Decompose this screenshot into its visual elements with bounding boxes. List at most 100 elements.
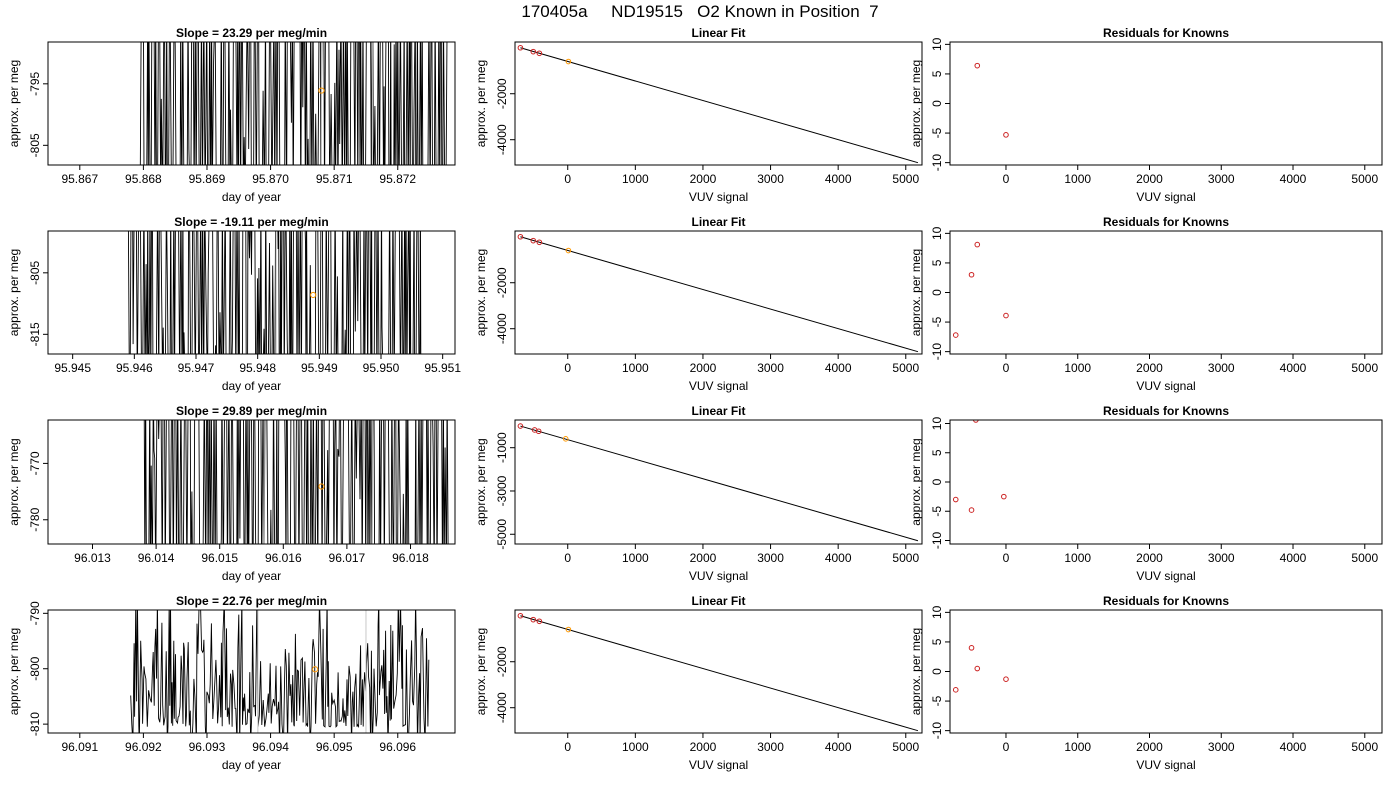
- x-tick-label: 2000: [1136, 740, 1163, 754]
- y-tick-label: -10: [930, 343, 944, 361]
- sample-point: [562, 436, 569, 442]
- x-tick-label: 96.018: [392, 551, 429, 565]
- plot-frame: [514, 230, 923, 355]
- x-tick-label: 0: [1003, 740, 1010, 754]
- y-axis-label: approx. per meg: [909, 438, 923, 525]
- x-tick-label: 2000: [690, 740, 717, 754]
- x-tick-label: 0: [564, 551, 571, 565]
- x-tick-label: 95.948: [239, 361, 276, 375]
- known-point: [536, 239, 543, 246]
- x-axis-label: VUV signal: [1136, 379, 1195, 393]
- y-tick-label: -780: [28, 507, 42, 531]
- x-tick-label: 96.014: [138, 551, 175, 565]
- fit-line: [520, 236, 919, 353]
- sample-point: [565, 58, 572, 65]
- y-tick-label: 10: [930, 417, 944, 431]
- y-tick-label: -4000: [495, 313, 509, 344]
- x-tick-label: 95.946: [116, 361, 153, 375]
- y-tick-label: 0: [930, 100, 944, 107]
- y-axis-label: approx. per meg: [474, 628, 488, 715]
- x-tick-label: 3000: [1208, 172, 1235, 186]
- y-tick-label: 5: [930, 259, 944, 266]
- plot-frame: [514, 609, 923, 734]
- x-tick-label: 0: [1003, 551, 1010, 565]
- x-axis-label: VUV signal: [689, 190, 748, 204]
- panel-title: Slope = -19.11 per meg/min: [174, 215, 328, 229]
- fit-line: [520, 47, 919, 164]
- y-tick-label: -2000: [495, 267, 509, 298]
- plot-frame: [949, 609, 1383, 734]
- residual-point: [968, 645, 975, 651]
- y-tick-label: 5: [930, 70, 944, 77]
- fit-line: [520, 425, 919, 542]
- plot-area: [952, 241, 1009, 338]
- x-axis-label: day of year: [222, 569, 281, 583]
- x-tick-label: 95.951: [424, 361, 461, 375]
- x-tick-label: 5000: [892, 551, 919, 565]
- x-axis-label: day of year: [222, 379, 281, 393]
- x-tick-label: 3000: [1208, 361, 1235, 375]
- sample-point: [311, 666, 319, 673]
- x-axis-label: day of year: [222, 190, 281, 204]
- plot-frame: [47, 230, 456, 355]
- x-tick-label: 3000: [1208, 551, 1235, 565]
- known-point: [517, 233, 524, 240]
- x-tick-label: 95.949: [301, 361, 338, 375]
- panel-time-series-row-2: Slope = -19.11 per meg/min day of year app…: [7, 215, 461, 393]
- y-tick-label: -10: [930, 531, 944, 549]
- y-tick-label: -805: [28, 133, 42, 157]
- plot-frame: [47, 41, 456, 166]
- x-tick-label: 4000: [1280, 740, 1307, 754]
- y-tick-label: -770: [28, 451, 42, 475]
- plot-frame: [514, 419, 923, 545]
- y-tick-label: -810: [28, 712, 42, 736]
- panel-title: Linear Fit: [691, 215, 745, 229]
- residual-point: [952, 332, 959, 338]
- x-tick-label: 0: [1003, 172, 1010, 186]
- known-point: [536, 618, 543, 625]
- x-axis-label: VUV signal: [689, 758, 748, 772]
- x-tick-label: 1000: [622, 740, 649, 754]
- y-tick-label: -790: [28, 601, 42, 625]
- panel-title: Linear Fit: [691, 404, 745, 418]
- x-tick-label: 96.017: [329, 551, 366, 565]
- x-tick-label: 96.093: [189, 740, 226, 754]
- known-point: [536, 50, 543, 57]
- y-tick-label: 10: [930, 37, 944, 51]
- x-tick-label: 0: [564, 740, 571, 754]
- plot-frame: [949, 41, 1383, 166]
- x-tick-label: 5000: [1351, 361, 1378, 375]
- panel-residuals-row-2: Residuals for Knowns VUV signal approx. pe…: [909, 215, 1383, 393]
- residual-point: [1003, 676, 1009, 682]
- x-tick-label: 1000: [622, 361, 649, 375]
- x-tick-label: 95.871: [316, 172, 353, 186]
- x-tick-label: 96.096: [379, 740, 416, 754]
- x-tick-label: 4000: [1280, 361, 1307, 375]
- x-tick-label: 0: [1003, 361, 1010, 375]
- y-axis-label: approx. per meg: [474, 249, 488, 336]
- y-tick-label: -5: [930, 127, 944, 138]
- y-axis-label: approx. per meg: [909, 628, 923, 715]
- residual-point: [968, 507, 975, 513]
- plot-area: [127, 231, 422, 354]
- y-tick-label: -10: [930, 154, 944, 172]
- plot-area: [143, 420, 449, 544]
- x-tick-label: 96.013: [74, 551, 111, 565]
- plot-area: [139, 42, 448, 165]
- plot-frame: [949, 230, 1383, 355]
- plot-area: [517, 233, 919, 353]
- x-tick-label: 2000: [1136, 551, 1163, 565]
- y-tick-label: 0: [930, 289, 944, 296]
- known-point: [535, 428, 542, 435]
- x-tick-label: 96.092: [125, 740, 162, 754]
- y-tick-label: 5: [930, 638, 944, 645]
- x-tick-label: 4000: [825, 361, 852, 375]
- y-tick-label: -5: [930, 506, 944, 517]
- x-tick-label: 96.015: [201, 551, 238, 565]
- x-tick-label: 1000: [622, 172, 649, 186]
- x-axis-label: VUV signal: [1136, 758, 1195, 772]
- plot-area: [517, 612, 919, 732]
- x-tick-label: 2000: [690, 551, 717, 565]
- sample-point: [318, 87, 325, 94]
- residual-point: [974, 665, 981, 672]
